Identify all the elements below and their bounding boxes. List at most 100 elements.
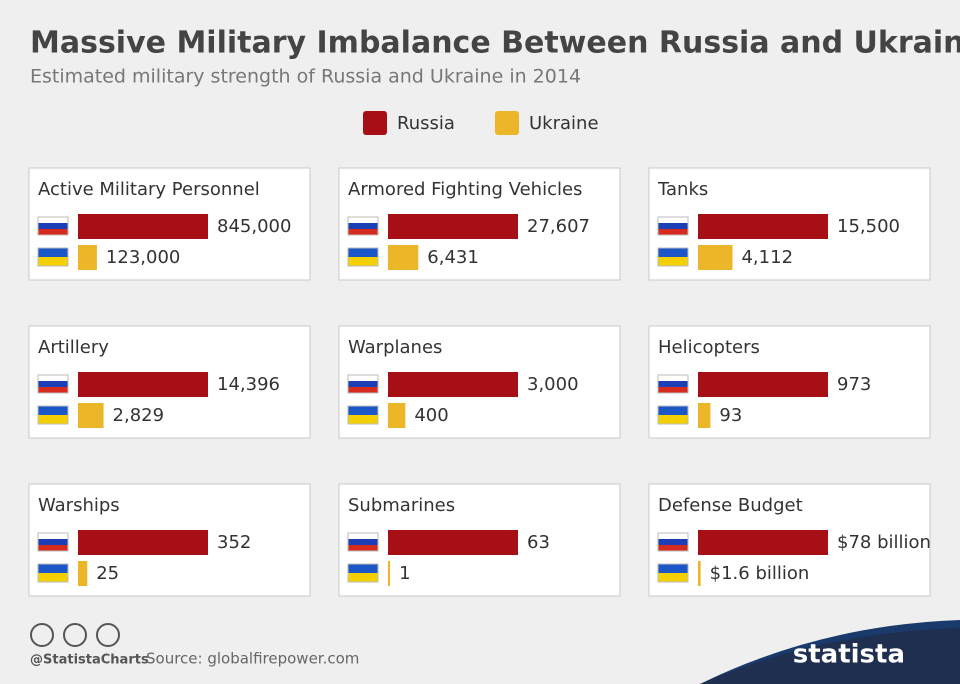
- flag-stripe: [658, 229, 688, 236]
- bar: [78, 403, 104, 428]
- flag-border: [347, 532, 379, 552]
- bar: [388, 561, 391, 586]
- panel-title: Helicopters: [658, 337, 760, 358]
- flag-stripe: [348, 568, 378, 574]
- flag-border: [37, 247, 69, 267]
- value-label: $78 billion: [837, 532, 931, 553]
- flag-stripe: [38, 564, 68, 569]
- bar: [388, 403, 406, 428]
- flag-border: [657, 563, 689, 583]
- flag-stripe: [348, 248, 378, 253]
- flag-stripe: [658, 539, 688, 546]
- flag-stripe: [38, 261, 68, 267]
- flag-stripe: [658, 406, 688, 411]
- flag-stripe: [348, 387, 378, 394]
- flag-stripe: [658, 217, 688, 224]
- flag-stripe: [348, 261, 378, 267]
- flag-stripe: [658, 375, 688, 382]
- value-label: 400: [414, 405, 448, 426]
- flag-stripe: [348, 415, 378, 420]
- flag-stripe: [38, 568, 68, 574]
- flag-stripe: [658, 568, 688, 574]
- value-label: 63: [527, 532, 550, 553]
- flag-border: [657, 374, 689, 394]
- chart-subtitle: Estimated military strength of Russia an…: [30, 66, 581, 88]
- flag-stripe: [38, 410, 68, 416]
- handle: @StatistaCharts: [30, 653, 149, 668]
- flag-stripe: [658, 564, 688, 569]
- flag-stripe: [348, 577, 378, 583]
- panel-title: Armored Fighting Vehicles: [348, 179, 582, 200]
- bar: [698, 403, 711, 428]
- bar: [388, 530, 518, 555]
- flag-stripe: [658, 419, 688, 425]
- flag-stripe: [348, 533, 378, 540]
- flag-stripe: [38, 539, 68, 546]
- flag-border: [657, 405, 689, 425]
- flag-stripe: [658, 387, 688, 394]
- flag-stripe: [38, 229, 68, 236]
- flag-stripe: [38, 577, 68, 583]
- flag-border: [347, 247, 379, 267]
- flag-stripe: [658, 545, 688, 552]
- flag-stripe: [38, 387, 68, 394]
- flag-stripe: [38, 419, 68, 425]
- flag-stripe: [348, 229, 378, 236]
- panel-title: Tanks: [657, 179, 708, 200]
- value-label: 973: [837, 374, 871, 395]
- value-label: 2,829: [113, 405, 165, 426]
- flag-stripe: [658, 252, 688, 258]
- legend-label: Ukraine: [529, 113, 599, 134]
- flag-border: [37, 405, 69, 425]
- flag-stripe: [658, 381, 688, 388]
- cc-icons: [30, 623, 120, 647]
- flag-border: [347, 374, 379, 394]
- value-label: 93: [719, 405, 742, 426]
- flag-stripe: [348, 381, 378, 388]
- value-label: 123,000: [106, 247, 180, 268]
- panel-title: Warplanes: [348, 337, 442, 358]
- flag-border: [347, 405, 379, 425]
- flag-stripe: [658, 410, 688, 416]
- bar: [388, 245, 419, 270]
- flag-border: [657, 247, 689, 267]
- bar: [388, 372, 518, 397]
- flag-stripe: [38, 573, 68, 578]
- bar: [698, 214, 828, 239]
- panel-title: Warships: [38, 495, 120, 516]
- flag-border: [657, 216, 689, 236]
- legend-swatch: [363, 111, 387, 135]
- value-label: 27,607: [527, 216, 590, 237]
- flag-stripe: [348, 375, 378, 382]
- brand: statista: [793, 640, 905, 670]
- brand-band: [700, 628, 960, 684]
- value-label: $1.6 billion: [710, 563, 810, 584]
- source: Source: globalfirepower.com: [146, 650, 359, 668]
- flag-border: [347, 563, 379, 583]
- flag-stripe: [348, 419, 378, 425]
- bar: [78, 561, 88, 586]
- bar: [698, 561, 701, 586]
- flag-stripe: [38, 252, 68, 258]
- value-label: 3,000: [527, 374, 579, 395]
- flag-stripe: [38, 257, 68, 262]
- flag-stripe: [348, 573, 378, 578]
- flag-border: [37, 563, 69, 583]
- bar: [78, 214, 208, 239]
- bar: [78, 372, 208, 397]
- flag-stripe: [658, 248, 688, 253]
- panel-title: Submarines: [348, 495, 455, 516]
- bar: [78, 530, 208, 555]
- legend-label: Russia: [397, 113, 455, 134]
- flag-stripe: [38, 406, 68, 411]
- flag-stripe: [38, 223, 68, 230]
- flag-stripe: [658, 577, 688, 583]
- bar: [698, 245, 733, 270]
- flag-stripe: [348, 545, 378, 552]
- flag-stripe: [38, 381, 68, 388]
- value-label: 25: [96, 563, 119, 584]
- flag-stripe: [348, 257, 378, 262]
- flag-stripe: [658, 573, 688, 578]
